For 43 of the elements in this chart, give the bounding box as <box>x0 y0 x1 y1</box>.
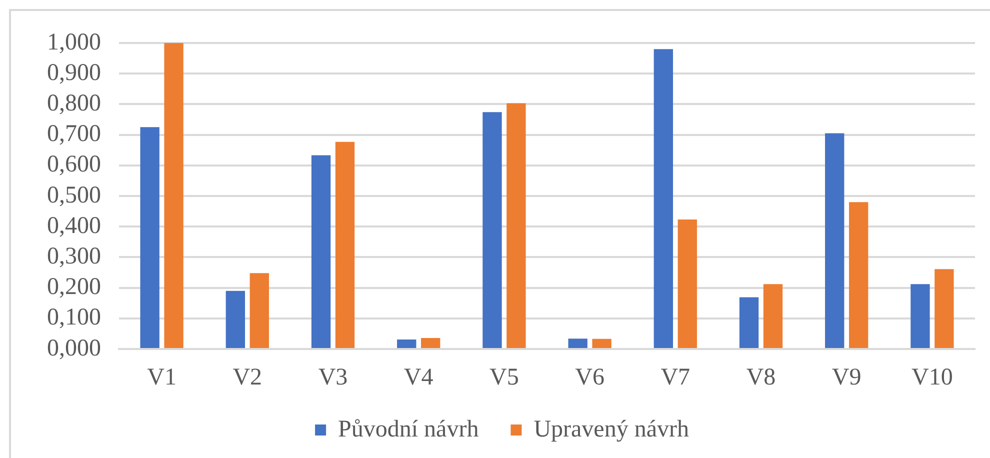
y-tick-label: 0,800 <box>47 90 101 116</box>
y-tick-label: 0,400 <box>47 212 101 239</box>
bar <box>568 338 588 348</box>
bar <box>654 49 674 348</box>
y-tick-label: 0,000 <box>47 335 101 362</box>
y-tick-label: 0,700 <box>47 121 101 148</box>
bar <box>164 43 184 348</box>
y-tick-label: 0,500 <box>47 182 101 208</box>
bar <box>335 142 355 348</box>
y-tick-label: 0,200 <box>47 274 101 300</box>
x-tick-label: V10 <box>912 364 953 391</box>
bar <box>420 338 440 348</box>
x-tick-label: V7 <box>660 364 690 391</box>
x-tick-label: V8 <box>746 364 776 391</box>
bar <box>739 297 759 348</box>
bar <box>592 338 612 348</box>
y-tick-label: 0,600 <box>47 152 101 178</box>
y-tick-label: 0,900 <box>47 60 101 86</box>
legend-label: Původní návrh <box>338 416 479 442</box>
bar <box>848 202 868 348</box>
y-tick-label: 0,300 <box>47 243 101 270</box>
bar <box>397 340 416 348</box>
bar <box>910 284 930 348</box>
x-tick-label: V9 <box>832 364 862 391</box>
bar <box>763 284 783 348</box>
bar <box>226 290 246 348</box>
bar <box>678 220 697 348</box>
x-tick-label: V1 <box>147 364 176 391</box>
x-tick-label: V3 <box>318 364 348 391</box>
bar <box>825 133 844 348</box>
bar <box>140 127 160 348</box>
bar <box>506 103 526 348</box>
x-tick-label: V6 <box>575 364 604 391</box>
y-tick-label: 1,000 <box>47 29 101 56</box>
x-tick-label: V5 <box>490 364 519 391</box>
legend-label: Upravený návrh <box>534 416 689 442</box>
y-tick-label: 0,100 <box>47 304 101 331</box>
x-tick-label: V4 <box>404 364 434 391</box>
bar <box>482 112 502 348</box>
x-tick-label: V2 <box>232 364 262 391</box>
bar <box>934 269 954 348</box>
bar <box>311 155 331 348</box>
bar <box>250 273 269 348</box>
